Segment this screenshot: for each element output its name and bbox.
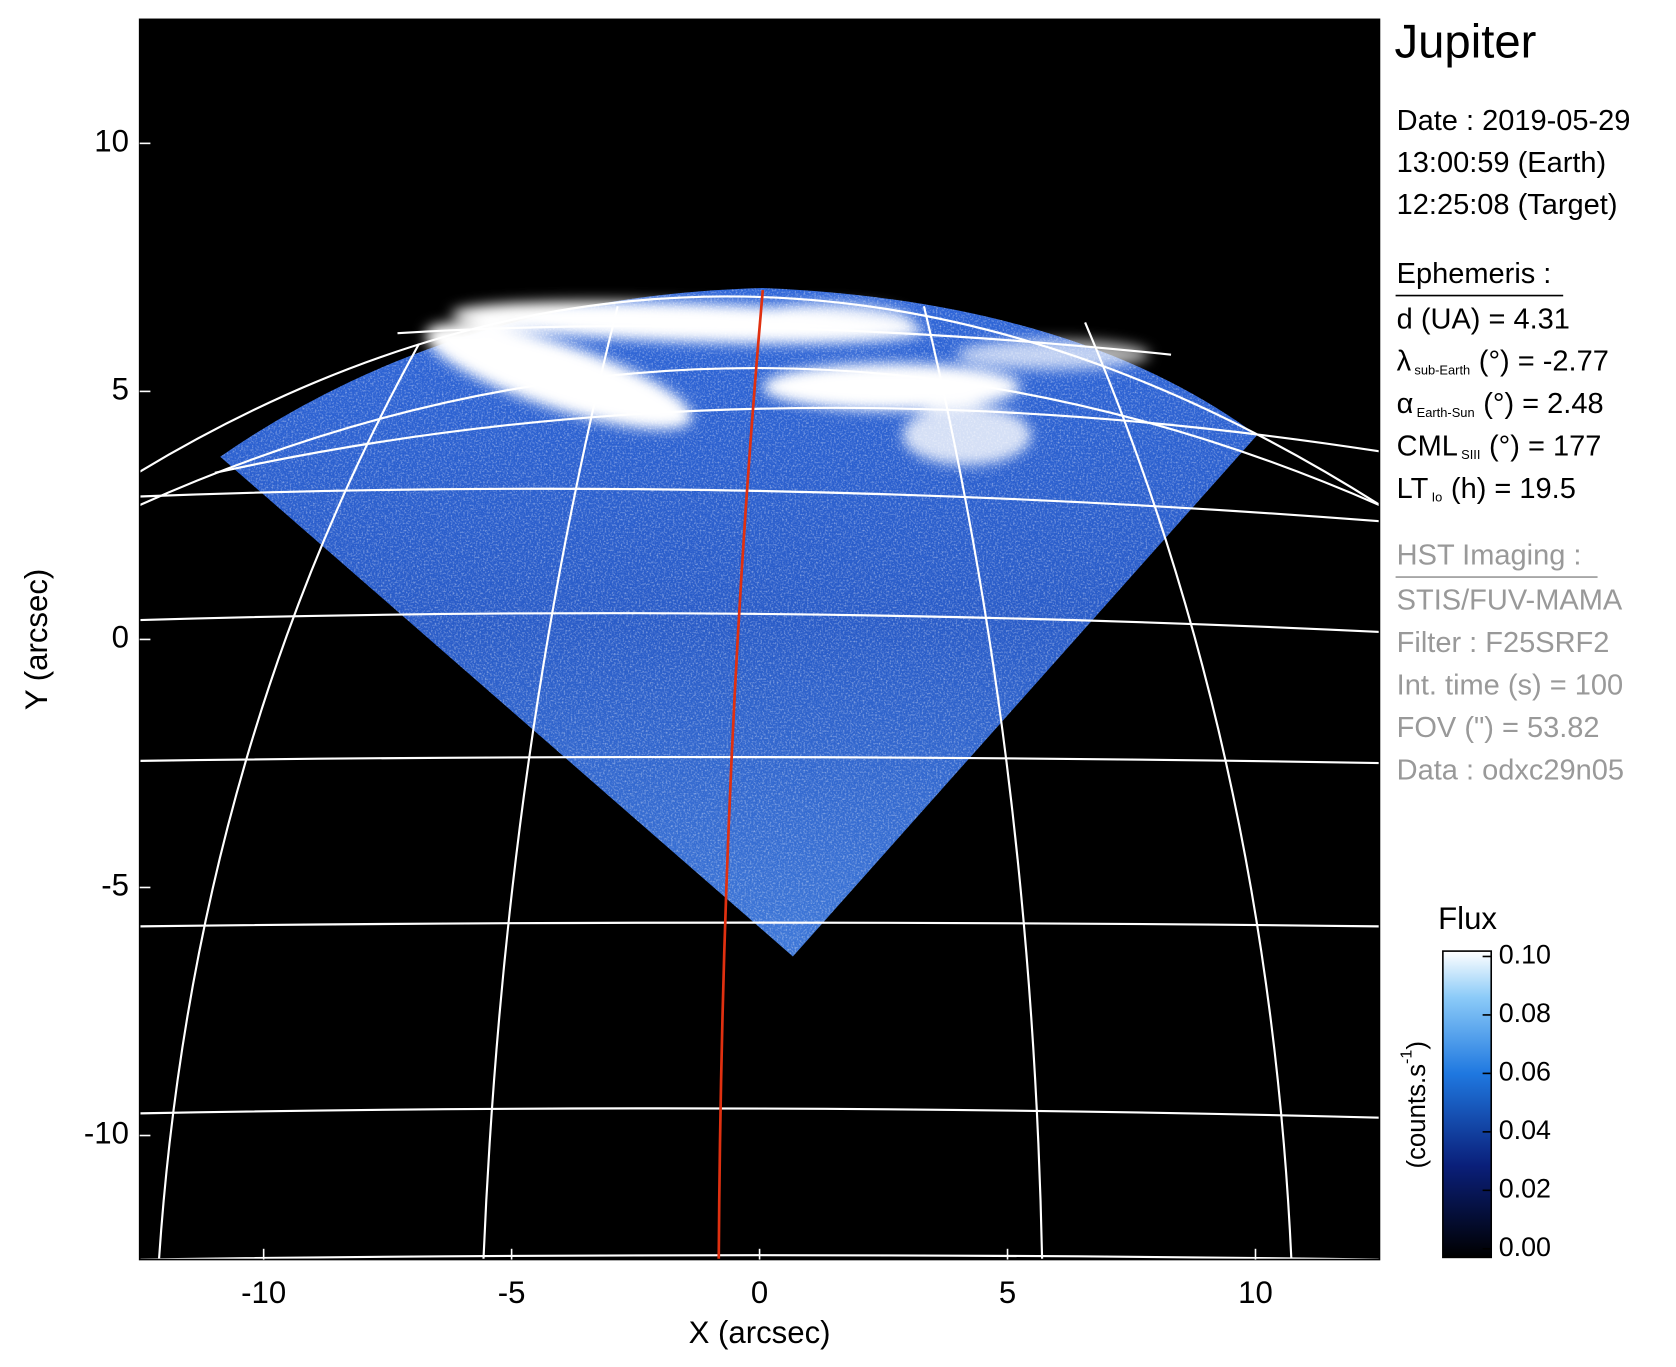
value: (°) = 2.48 [1483, 388, 1603, 420]
ephemeris-line: LT Io (h) = 19.5 [1397, 473, 1576, 505]
symbol: d (UA) = 4.31 [1397, 303, 1570, 335]
y-tick-label: 5 [112, 372, 129, 407]
hst-line: Int. time (s) = 100 [1397, 669, 1623, 701]
x-axis-label: X (arcsec) [689, 1315, 831, 1350]
subscript: SIII [1461, 448, 1480, 463]
symbol: CML [1397, 430, 1458, 462]
value: (h) = 19.5 [1451, 473, 1576, 505]
symbol: λ [1397, 345, 1412, 377]
date-line: 13:00:59 (Earth) [1397, 147, 1607, 179]
ephemeris-line: CML SIII (°) = 177 [1397, 430, 1602, 462]
panel-title: Jupiter [1395, 16, 1537, 69]
x-tick-label: 10 [1238, 1275, 1273, 1310]
ephemeris-line: λ sub-Earth (°) = -2.77 [1397, 345, 1609, 377]
ephemeris-line: d (UA) = 4.31 [1397, 303, 1570, 335]
ephemeris-line: α Earth-Sun (°) = 2.48 [1397, 388, 1604, 420]
central-meridian [717, 290, 765, 1260]
y-axis-label: Y (arcsec) [19, 569, 54, 710]
colorbar-tick-label: 0.02 [1499, 1173, 1551, 1203]
colorbar-tick-label: 0.10 [1499, 940, 1551, 970]
colorbar-tick-label: 0.06 [1499, 1056, 1551, 1086]
y-tick-label: 10 [94, 124, 129, 159]
symbol: α [1397, 388, 1414, 420]
y-tick-label: 0 [112, 620, 129, 655]
colorbar-unit: (counts.s-1) [1398, 1041, 1431, 1168]
hst-line: Filter : F25SRF2 [1397, 627, 1610, 659]
date-line: Date : 2019-05-29 [1397, 105, 1631, 137]
colorbar-tick-label: 0.00 [1499, 1232, 1551, 1262]
y-tick-label: -10 [84, 1116, 129, 1151]
subscript: sub-Earth [1414, 363, 1470, 378]
subscript: Earth-Sun [1417, 405, 1475, 420]
hst-line: FOV (") = 53.82 [1397, 712, 1600, 744]
planet-grid [139, 295, 1380, 1260]
plot-area [139, 19, 1380, 1260]
colorbar-tick-label: 0.04 [1499, 1115, 1551, 1145]
y-tick-label: -5 [101, 868, 129, 903]
x-tick-label: -5 [498, 1275, 526, 1310]
ephemeris-title: Ephemeris : [1397, 258, 1552, 290]
x-tick-label: -10 [241, 1275, 286, 1310]
date-line: 12:25:08 (Target) [1397, 189, 1618, 221]
value: (°) = 177 [1489, 430, 1601, 462]
subscript: Io [1432, 490, 1443, 505]
colorbar-tick-label: 0.08 [1499, 998, 1551, 1028]
hst-line: Data : odxc29n05 [1397, 754, 1624, 786]
value: (°) = -2.77 [1479, 345, 1609, 377]
hst-line: STIS/FUV-MAMA [1397, 584, 1623, 616]
colorbar [1442, 950, 1493, 1259]
hst-title: HST Imaging : [1397, 539, 1582, 571]
x-tick-label: 0 [751, 1275, 768, 1310]
colorbar-title: Flux [1438, 901, 1497, 936]
x-tick-label: 5 [999, 1275, 1016, 1310]
symbol: LT [1397, 473, 1429, 505]
